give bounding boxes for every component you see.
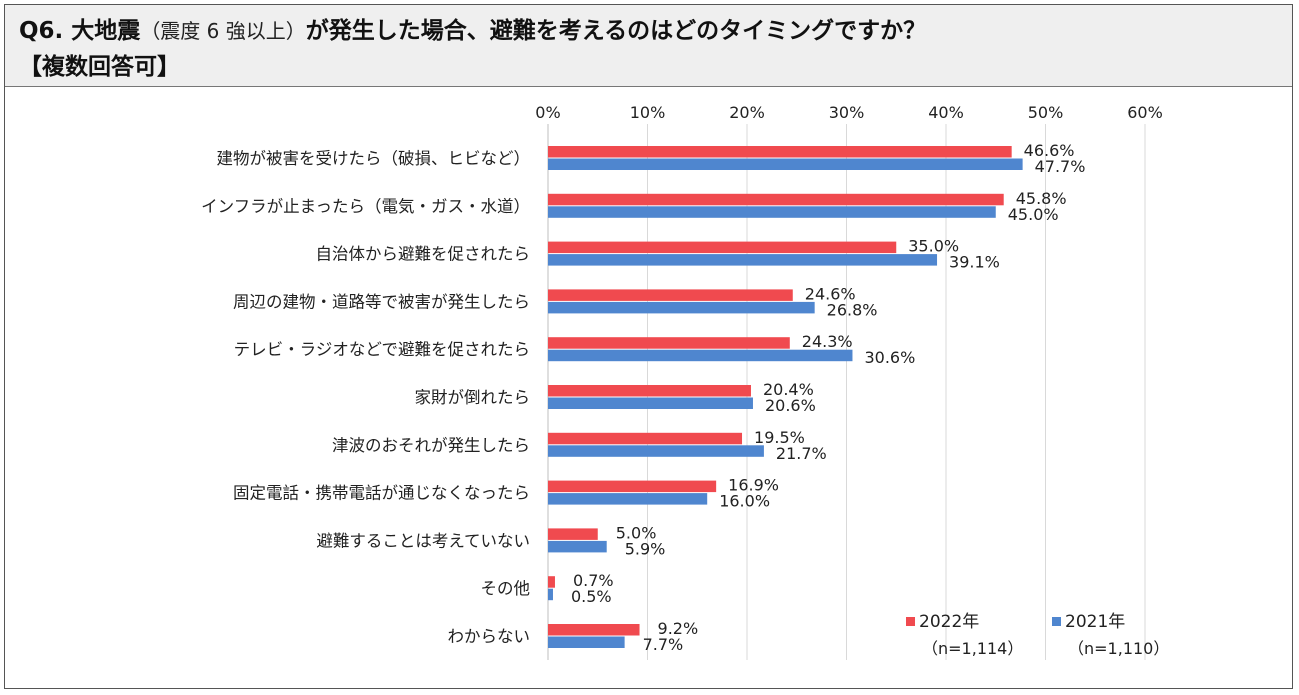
bar-2022: [548, 624, 640, 636]
legend-label: 2021年: [1065, 612, 1125, 632]
x-tick-label: 50%: [1028, 103, 1064, 122]
x-tick-label: 20%: [729, 103, 765, 122]
category-label: インフラが止まったら（電気・ガス・水道）: [201, 197, 530, 216]
data-label-2022: 35.0%: [908, 237, 959, 256]
category-label: 固定電話・携帯電話が通じなくなったら: [233, 484, 530, 503]
bar-2021: [548, 445, 764, 457]
data-label-2022: 46.6%: [1024, 141, 1075, 160]
bar-2022: [548, 385, 751, 397]
data-label-2021: 5.9%: [625, 539, 666, 558]
legend-swatch-2021: [1052, 617, 1061, 626]
bar-layer: [548, 146, 1023, 648]
data-label-2022: 24.6%: [805, 284, 856, 303]
category-label: その他: [481, 579, 531, 598]
label-layer: 建物が被害を受けたら（破損、ヒビなど） 46.6%47.7% インフラが止まったら（…: [201, 141, 1085, 654]
bar-2021: [548, 588, 553, 601]
category-label: わからない: [448, 627, 531, 646]
bar-2021: [548, 349, 853, 362]
x-tick-label: 40%: [928, 103, 964, 122]
x-tick-label: 10%: [630, 103, 666, 122]
legend: 2022年 （n=1,114） 2021年 （n=1,110）: [906, 612, 1169, 658]
data-label-2021: 26.8%: [827, 300, 878, 319]
data-label-2021: 20.6%: [765, 396, 816, 415]
bar-2022: [548, 480, 717, 493]
x-tick-label: 30%: [829, 103, 865, 122]
legend-sample-size: （n=1,114）: [922, 639, 1023, 658]
question-suffix: が発生した場合、避難を考えるのはどのタイミングですか？: [305, 18, 927, 44]
category-label: テレビ・ラジオなどで避難を促されたら: [234, 340, 530, 359]
data-label-2021: 45.0%: [1008, 205, 1059, 224]
data-label-2022: 0.7%: [573, 571, 614, 590]
legend-sample-size: （n=1,110）: [1068, 639, 1169, 658]
bar-2022: [548, 146, 1012, 158]
bar-2021: [548, 397, 753, 409]
data-label-2021: 7.7%: [643, 635, 684, 654]
bar-2022: [548, 337, 790, 349]
bar-2022: [548, 241, 897, 254]
data-label-2022: 45.8%: [1016, 189, 1067, 208]
data-label-2022: 9.2%: [658, 619, 699, 638]
bar-2021: [548, 206, 996, 218]
data-label-2022: 19.5%: [754, 428, 805, 447]
bar-2021: [548, 636, 625, 648]
data-label-2022: 20.4%: [763, 380, 814, 399]
data-label-2022: 24.3%: [802, 332, 853, 351]
data-label-2021: 0.5%: [571, 587, 612, 606]
question-prefix: Q6. 大地震: [19, 18, 141, 44]
data-label-2022: 16.9%: [728, 476, 779, 495]
bar-2021: [548, 158, 1023, 170]
bar-2022: [548, 528, 598, 540]
bar-2021: [548, 301, 815, 314]
x-tick-label: 60%: [1127, 103, 1163, 122]
bar-2022: [548, 289, 793, 301]
chart-frame: Q6. 大地震（震度 6 強以上）が発生した場合、避難を考えるのはどのタイミング…: [4, 4, 1293, 689]
question-header: Q6. 大地震（震度 6 強以上）が発生した場合、避難を考えるのはどのタイミング…: [5, 5, 1292, 87]
x-tick-layer: 0% 10% 20% 30% 40% 50% 60%: [535, 103, 1162, 122]
category-label: 周辺の建物・道路等で被害が発生したら: [233, 292, 530, 311]
x-tick-label: 0%: [535, 103, 560, 122]
data-label-2021: 47.7%: [1035, 157, 1086, 176]
category-label: 自治体から避難を促されたら: [316, 245, 531, 264]
data-label-2021: 30.6%: [864, 348, 915, 367]
category-label: 津波のおそれが発生したら: [332, 436, 530, 455]
category-label: 避難することは考えていない: [316, 531, 530, 550]
legend-label: 2022年: [919, 612, 979, 632]
question-title: Q6. 大地震（震度 6 強以上）が発生した場合、避難を考えるのはどのタイミング…: [19, 11, 926, 45]
multiple-answer-note: 【複数回答可】: [19, 54, 180, 80]
legend-swatch-2022: [906, 617, 915, 626]
category-label: 建物が被害を受けたら（破損、ヒビなど）: [217, 149, 531, 168]
data-label-2021: 39.1%: [949, 253, 1000, 272]
data-label-2021: 16.0%: [719, 492, 770, 511]
question-paren: （震度 6 強以上）: [140, 19, 306, 43]
category-label: 家財が倒れたら: [415, 388, 531, 407]
bar-2021: [548, 540, 607, 553]
data-label-2022: 5.0%: [616, 523, 657, 542]
bar-2022: [548, 432, 743, 445]
bar-2021: [548, 254, 938, 266]
bar-2022: [548, 576, 555, 588]
bar-2021: [548, 493, 708, 505]
bar-2022: [548, 193, 1004, 206]
data-label-2021: 21.7%: [776, 444, 827, 463]
